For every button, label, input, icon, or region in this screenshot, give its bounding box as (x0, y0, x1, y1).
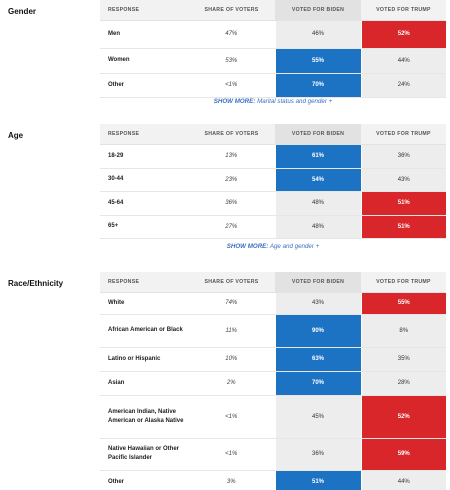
row-share: 13% (188, 144, 275, 169)
row-trump: 24% (360, 73, 446, 98)
row-biden: 55% (274, 48, 361, 74)
header-biden: VOTED FOR BIDEN (275, 272, 361, 293)
header-trump: VOTED FOR TRUMP (361, 0, 446, 21)
row-share: 53% (188, 48, 275, 74)
age-table: RESPONSE SHARE OF VOTERS VOTED FOR BIDEN… (100, 124, 446, 239)
row-share: 3% (188, 470, 275, 490)
row-response: 30-44 (100, 168, 188, 192)
row-share: 11% (188, 314, 275, 348)
row-share: 10% (188, 347, 275, 372)
row-trump: 52% (360, 395, 446, 439)
row-response: Latino or Hispanic (100, 347, 188, 372)
table-row: 18-29 13% 61% 36% (100, 144, 446, 169)
section-title-gender: Gender (8, 7, 37, 16)
table-row: Native Hawaiian or Other Pacific Islande… (100, 438, 446, 471)
show-more-label: SHOW MORE: (213, 98, 256, 105)
table-row: Other 3% 51% 44% (100, 470, 446, 490)
row-share: 47% (188, 20, 275, 49)
row-trump: 35% (360, 347, 446, 372)
row-biden: 36% (274, 438, 361, 471)
show-more-text: Age and gender + (269, 243, 320, 250)
row-trump: 44% (360, 48, 446, 74)
row-biden: 48% (274, 191, 361, 216)
row-biden: 90% (274, 314, 361, 348)
table-row: American Indian, Native American or Alas… (100, 395, 446, 439)
row-trump: 51% (360, 191, 446, 216)
row-biden: 51% (274, 470, 361, 490)
row-response: Other (100, 470, 188, 490)
row-biden: 43% (274, 292, 361, 315)
row-response: Other (100, 73, 188, 98)
table-row: 65+ 27% 48% 51% (100, 215, 446, 239)
header-biden: VOTED FOR BIDEN (275, 0, 361, 21)
row-response: Women (100, 48, 188, 74)
show-more-gender-link[interactable]: SHOW MORE: Marital status and gender + (100, 98, 446, 105)
section-title-age: Age (8, 131, 24, 140)
row-share: 36% (188, 191, 275, 216)
show-more-age-link[interactable]: SHOW MORE: Age and gender + (100, 243, 446, 250)
header-share: SHARE OF VOTERS (188, 272, 275, 293)
table-row: Asian 2% 70% 28% (100, 371, 446, 396)
row-share: 27% (188, 215, 275, 239)
header-trump: VOTED FOR TRUMP (361, 124, 446, 145)
row-trump: 55% (360, 292, 446, 315)
show-more-text: Marital status and gender + (257, 98, 333, 105)
row-response: African American or Black (100, 314, 188, 348)
row-biden: 70% (274, 73, 361, 98)
table-row: Other <1% 70% 24% (100, 73, 446, 98)
row-biden: 63% (274, 347, 361, 372)
race-table: RESPONSE SHARE OF VOTERS VOTED FOR BIDEN… (100, 272, 446, 490)
header-response: RESPONSE (100, 124, 188, 145)
table-header-row: RESPONSE SHARE OF VOTERS VOTED FOR BIDEN… (100, 272, 446, 293)
table-row: Women 53% 55% 44% (100, 48, 446, 74)
table-header-row: RESPONSE SHARE OF VOTERS VOTED FOR BIDEN… (100, 0, 446, 21)
row-biden: 54% (274, 168, 361, 192)
row-response: Asian (100, 371, 188, 396)
row-trump: 44% (360, 470, 446, 490)
row-share: <1% (188, 438, 275, 471)
show-more-label: SHOW MORE: (226, 243, 269, 250)
header-share: SHARE OF VOTERS (188, 124, 275, 145)
row-biden: 45% (274, 395, 361, 439)
row-trump: 51% (360, 215, 446, 239)
gender-table: RESPONSE SHARE OF VOTERS VOTED FOR BIDEN… (100, 0, 446, 98)
row-trump: 59% (360, 438, 446, 471)
row-response: Men (100, 20, 188, 49)
table-row: Men 47% 46% 52% (100, 20, 446, 49)
table-row: 30-44 23% 54% 43% (100, 168, 446, 192)
row-response: White (100, 292, 188, 315)
header-response: RESPONSE (100, 272, 188, 293)
table-row: Latino or Hispanic 10% 63% 35% (100, 347, 446, 372)
row-trump: 28% (360, 371, 446, 396)
table-row: African American or Black 11% 90% 8% (100, 314, 446, 348)
header-response: RESPONSE (100, 0, 188, 21)
table-header-row: RESPONSE SHARE OF VOTERS VOTED FOR BIDEN… (100, 124, 446, 145)
row-response: 45-64 (100, 191, 188, 216)
row-response: American Indian, Native American or Alas… (100, 395, 188, 439)
header-share: SHARE OF VOTERS (188, 0, 275, 21)
row-biden: 70% (274, 371, 361, 396)
row-response: Native Hawaiian or Other Pacific Islande… (100, 438, 188, 471)
header-biden: VOTED FOR BIDEN (275, 124, 361, 145)
row-share: <1% (188, 395, 275, 439)
table-row: 45-64 36% 48% 51% (100, 191, 446, 216)
row-trump: 52% (360, 20, 446, 49)
row-share: 23% (188, 168, 275, 192)
row-share: <1% (188, 73, 275, 98)
row-trump: 43% (360, 168, 446, 192)
table-row: White 74% 43% 55% (100, 292, 446, 315)
row-share: 2% (188, 371, 275, 396)
header-trump: VOTED FOR TRUMP (361, 272, 446, 293)
row-trump: 36% (360, 144, 446, 169)
row-biden: 61% (274, 144, 361, 169)
row-biden: 48% (274, 215, 361, 239)
row-trump: 8% (360, 314, 446, 348)
row-biden: 46% (274, 20, 361, 49)
section-title-race: Race/Ethnicity (8, 279, 64, 288)
row-response: 18-29 (100, 144, 188, 169)
row-response: 65+ (100, 215, 188, 239)
row-share: 74% (188, 292, 275, 315)
